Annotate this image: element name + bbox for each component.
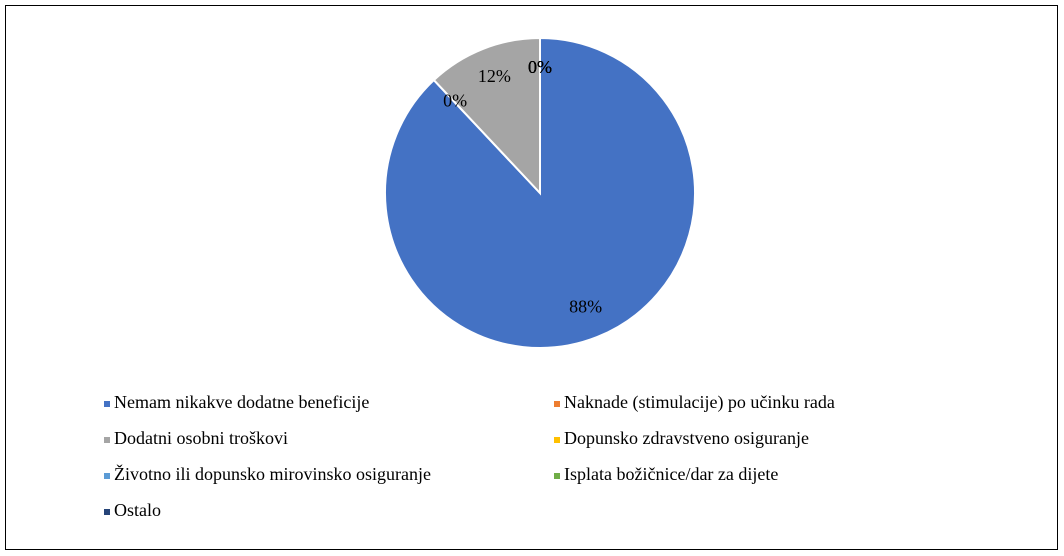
legend-marker	[554, 401, 560, 407]
legend-marker	[104, 473, 110, 479]
data-label: 0%	[528, 57, 552, 77]
legend-label: Nemam nikakve dodatne beneficije	[114, 392, 369, 412]
data-label: 88%	[569, 296, 602, 316]
data-label: 0%	[443, 91, 467, 111]
legend-label: Isplata božičnice/dar za dijete	[564, 464, 778, 484]
legend-label: Dopunsko zdravstveno osiguranje	[564, 428, 809, 448]
legend-label: Životno ili dopunsko mirovinsko osiguran…	[114, 463, 431, 484]
data-label: 12%	[478, 66, 511, 86]
legend-marker	[104, 437, 110, 443]
legend-marker	[554, 473, 560, 479]
legend-marker	[554, 437, 560, 443]
legend-marker	[104, 509, 110, 515]
data-label: 0%	[528, 57, 552, 77]
pie-slice	[432, 36, 541, 196]
legend-label: Ostalo	[114, 500, 161, 520]
legend-label: Naknade (stimulacije) po učinku rada	[564, 392, 835, 413]
legend-label: Dodatni osobni troškovi	[114, 428, 288, 448]
data-label: 0%	[528, 57, 552, 77]
legend-marker	[104, 401, 110, 407]
data-label: 0%	[528, 57, 552, 77]
